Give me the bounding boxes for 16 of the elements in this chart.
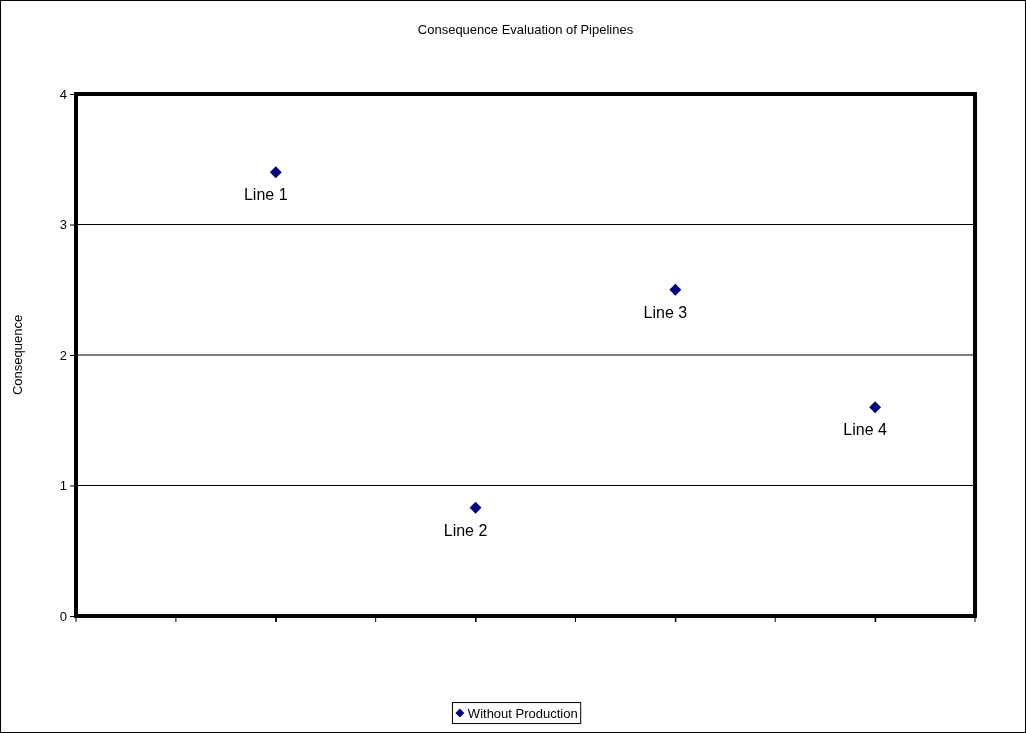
point [269,166,282,179]
y-tick-label: 3 [59,217,67,233]
y-tick-label: 1 [59,478,67,494]
annotation: Line 3 [643,303,688,321]
annotation: Line 1 [243,186,288,204]
legend-label: Without Production [467,705,578,721]
point [869,401,882,414]
annotation: Line 2 [443,521,488,539]
point [669,283,682,296]
y-tick-label: 4 [59,86,67,102]
chart-title: Consequence Evaluation of Pipelines [417,22,634,37]
y-tick-label: 0 [59,608,67,624]
annotation: Line 4 [843,421,888,439]
point [469,501,482,514]
y-tick-label: 2 [59,347,67,363]
y-axis-title: Consequence [10,314,25,396]
